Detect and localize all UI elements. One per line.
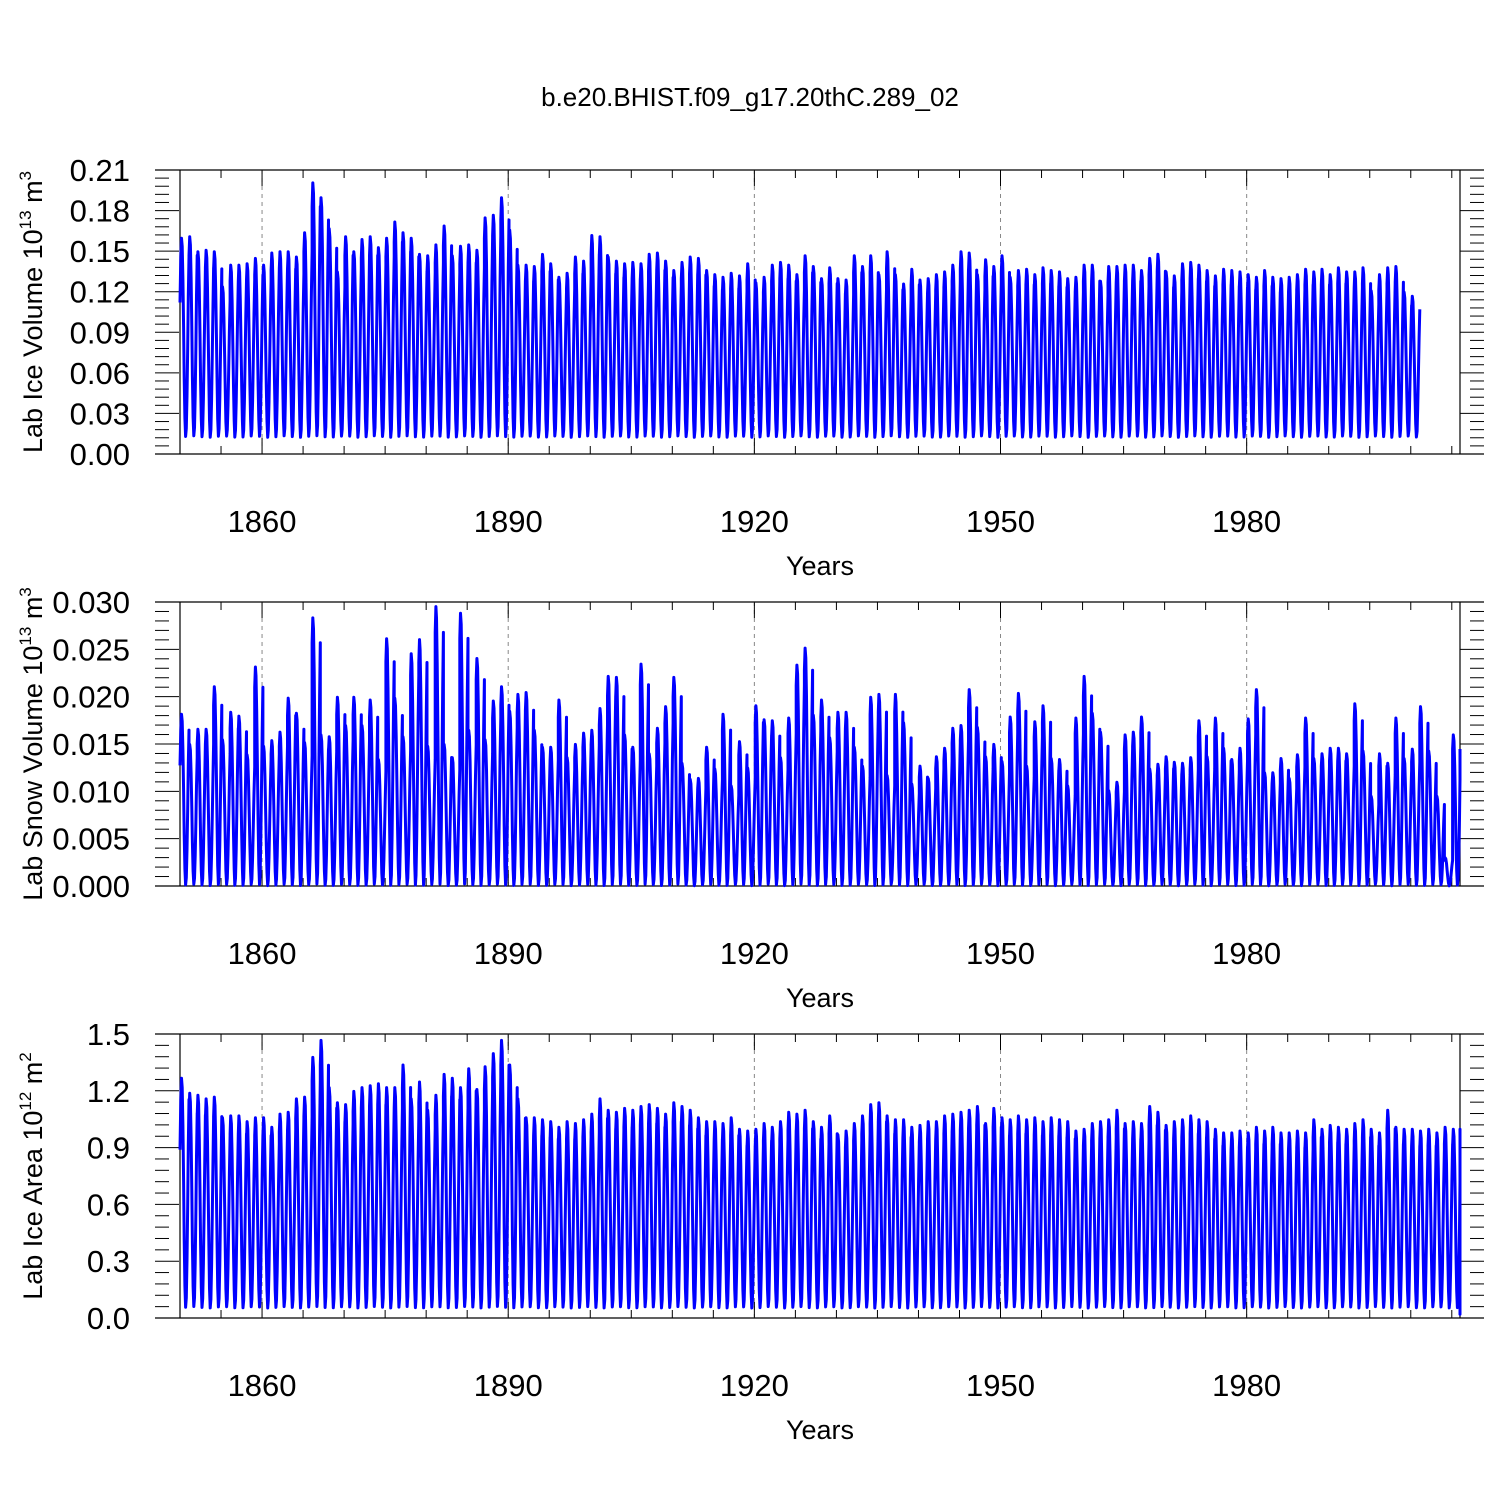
y-tick-label: 0.000 bbox=[52, 869, 130, 904]
data-series-line bbox=[178, 605, 1462, 888]
x-axis-title: Years bbox=[786, 983, 854, 1013]
y-tick-label: 0.020 bbox=[52, 680, 130, 715]
x-tick-label: 1980 bbox=[1212, 936, 1281, 971]
x-tick-label: 1890 bbox=[474, 936, 543, 971]
y-tick-label: 0.005 bbox=[52, 822, 130, 857]
y-tick-label: 0.03 bbox=[70, 396, 130, 431]
chart-panel-1: 1860 1890 1920 1950 1980 0.00 0.03 0.06 0.09 0.12… bbox=[16, 153, 1484, 581]
chart-title: b.e20.BHIST.f09_g17.20thC.289_02 bbox=[541, 82, 959, 112]
y-tick-label: 0.015 bbox=[52, 727, 130, 762]
x-tick-label: 1890 bbox=[474, 504, 543, 539]
y-tick-label: 1.5 bbox=[87, 1017, 130, 1052]
y-tick-label: 0.025 bbox=[52, 632, 130, 667]
y-tick-label: 0.9 bbox=[87, 1131, 130, 1166]
y-tick-label: 0.09 bbox=[70, 315, 130, 350]
y-tick-label: 1.2 bbox=[87, 1074, 130, 1109]
y-axis-title: Lab Ice Area 1012 m2 bbox=[16, 1052, 48, 1300]
x-tick-label: 1860 bbox=[228, 1368, 297, 1403]
y-tick-label: 0.15 bbox=[70, 234, 130, 269]
data-series-line bbox=[178, 1038, 1462, 1316]
y-tick-label: 0.21 bbox=[70, 153, 130, 188]
y-tick-label: 0.030 bbox=[52, 585, 130, 620]
x-tick-label: 1860 bbox=[228, 504, 297, 539]
chart-panel-2: 1860 1890 1920 1950 1980 0.000 0.005 0.010 0.015… bbox=[16, 585, 1484, 1013]
x-axis-title: Years bbox=[786, 551, 854, 581]
data-series-line bbox=[178, 181, 1422, 439]
x-tick-label: 1920 bbox=[720, 504, 789, 539]
y-axis-title: Lab Snow Volume 1013 m3 bbox=[16, 587, 48, 901]
chart-panel-3: 1860 1890 1920 1950 1980 0.0 0.3 0.6 0.9 1.2 1.5 La… bbox=[16, 1017, 1484, 1445]
y-tick-label: 0.6 bbox=[87, 1187, 130, 1222]
y-tick-label: 0.010 bbox=[52, 774, 130, 809]
x-tick-label: 1980 bbox=[1212, 504, 1281, 539]
y-tick-label: 0.00 bbox=[70, 437, 130, 472]
y-tick-label: 0.12 bbox=[70, 275, 130, 310]
x-tick-label: 1920 bbox=[720, 936, 789, 971]
y-tick-label: 0.06 bbox=[70, 356, 130, 391]
x-tick-label: 1950 bbox=[966, 936, 1035, 971]
x-axis-title: Years bbox=[786, 1415, 854, 1445]
y-axis-title: Lab Ice Volume 1013 m3 bbox=[16, 171, 48, 453]
y-tick-label: 0.18 bbox=[70, 194, 130, 229]
x-tick-label: 1980 bbox=[1212, 1368, 1281, 1403]
x-tick-label: 1890 bbox=[474, 1368, 543, 1403]
x-tick-label: 1920 bbox=[720, 1368, 789, 1403]
y-tick-label: 0.0 bbox=[87, 1301, 130, 1336]
x-tick-label: 1860 bbox=[228, 936, 297, 971]
x-tick-label: 1950 bbox=[966, 504, 1035, 539]
y-tick-label: 0.3 bbox=[87, 1244, 130, 1279]
x-tick-label: 1950 bbox=[966, 1368, 1035, 1403]
